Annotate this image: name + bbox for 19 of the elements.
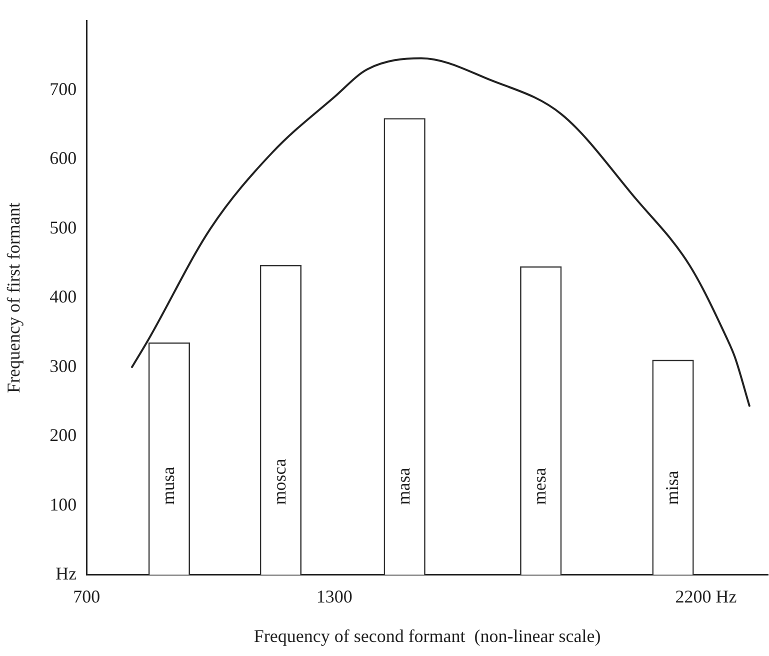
y-tick-label: 400 [50, 286, 77, 307]
y-tick-label: 300 [50, 356, 77, 376]
annotation: musa [158, 466, 178, 505]
y-tick-label: 700 [50, 78, 77, 99]
annotation: mesa [530, 468, 550, 505]
x-tick-label: 2200 Hz [675, 586, 737, 606]
y-tick-label: 500 [50, 217, 77, 238]
annotation: mosca [269, 458, 290, 505]
y-tick-label: 100 [50, 494, 77, 514]
y-axis-title: Frequency of first formant [4, 202, 24, 394]
x-tick-label: 1300 [316, 586, 352, 606]
x-tick-label: 700 [73, 586, 100, 606]
annotation: misa [662, 470, 682, 505]
y-tick-label: 600 [50, 148, 77, 168]
annotation: masa [393, 468, 414, 505]
line-series [131, 57, 750, 407]
x-axis-title: Frequency of second formant (non-linear scale) [254, 626, 601, 646]
y-tick-label: Hz [56, 564, 77, 584]
y-tick-label: 200 [50, 425, 77, 446]
